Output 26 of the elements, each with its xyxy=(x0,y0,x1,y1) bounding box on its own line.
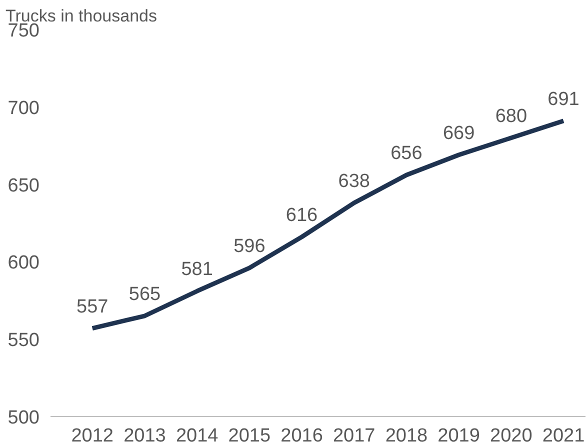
data-label: 638 xyxy=(338,170,370,192)
x-tick-label: 2013 xyxy=(124,426,166,444)
data-label: 557 xyxy=(76,296,108,318)
x-tick-label: 2017 xyxy=(332,426,376,444)
data-label: 669 xyxy=(442,122,475,144)
y-tick-label: 500 xyxy=(8,408,40,428)
data-label: 656 xyxy=(390,143,422,164)
x-tick-label: 2012 xyxy=(71,426,114,444)
data-label: 691 xyxy=(548,88,580,110)
x-tick-label: 2021 xyxy=(542,426,585,444)
y-tick-label: 700 xyxy=(8,98,40,119)
x-tick-label: 2015 xyxy=(228,426,271,444)
y-tick-label: 750 xyxy=(8,20,40,42)
data-label: 616 xyxy=(286,204,318,226)
y-tick-label: 550 xyxy=(8,330,40,352)
y-tick-label: 600 xyxy=(8,252,40,274)
data-label: 680 xyxy=(495,106,528,127)
x-tick-label: 2014 xyxy=(176,426,219,444)
data-label: 581 xyxy=(181,259,213,280)
x-tick-label: 2016 xyxy=(280,426,323,444)
x-tick-label: 2018 xyxy=(385,426,428,444)
x-tick-label: 2019 xyxy=(438,426,480,444)
y-tick-label: 650 xyxy=(8,175,40,196)
data-label: 565 xyxy=(128,284,161,305)
x-tick-label: 2020 xyxy=(490,426,532,444)
data-label: 596 xyxy=(234,236,266,257)
